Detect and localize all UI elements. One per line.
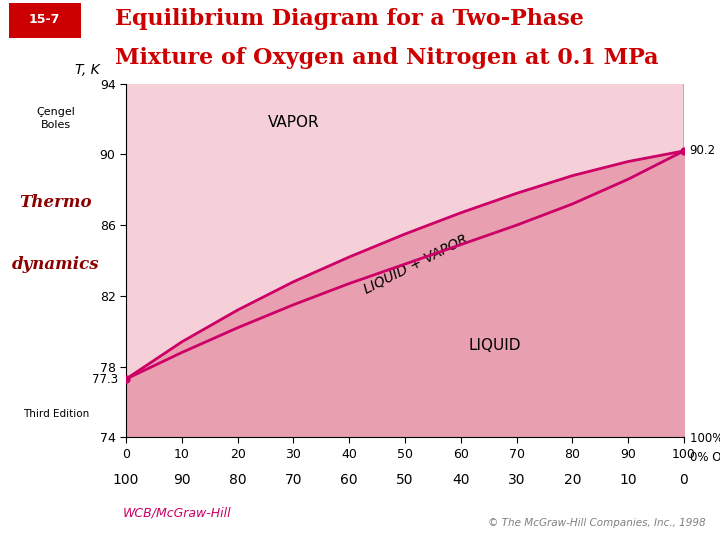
- Y-axis label: T, K: T, K: [75, 63, 99, 77]
- Text: LIQUID: LIQUID: [468, 338, 521, 353]
- Text: 90.2: 90.2: [690, 144, 716, 157]
- Text: 100% N₂: 100% N₂: [690, 432, 720, 445]
- Text: Çengel
Boles: Çengel Boles: [37, 107, 75, 131]
- Text: Third Edition: Third Edition: [22, 409, 89, 419]
- Text: VAPOR: VAPOR: [268, 115, 319, 130]
- Text: WCB/McGraw-Hill: WCB/McGraw-Hill: [122, 507, 231, 520]
- FancyBboxPatch shape: [9, 3, 81, 38]
- Text: 15-7: 15-7: [29, 14, 60, 26]
- Text: © The McGraw-Hill Companies, Inc., 1998: © The McGraw-Hill Companies, Inc., 1998: [488, 518, 706, 528]
- Text: Equilibrium Diagram for a Two-Phase: Equilibrium Diagram for a Two-Phase: [115, 8, 584, 30]
- Text: 77.3: 77.3: [91, 373, 117, 386]
- Text: LIQUID + VAPOR: LIQUID + VAPOR: [362, 232, 470, 296]
- Text: Mixture of Oxygen and Nitrogen at 0.1 MPa: Mixture of Oxygen and Nitrogen at 0.1 MP…: [115, 47, 659, 69]
- Text: dynamics: dynamics: [12, 256, 99, 273]
- Text: Thermo: Thermo: [19, 194, 92, 211]
- Text: 0% O₂: 0% O₂: [690, 451, 720, 464]
